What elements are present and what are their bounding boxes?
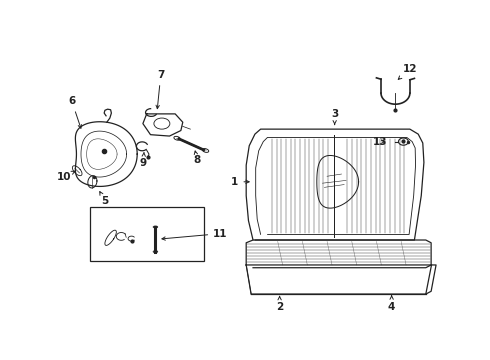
Text: 1: 1: [231, 177, 249, 187]
Text: 6: 6: [68, 96, 81, 128]
Text: 9: 9: [140, 152, 147, 168]
Text: 7: 7: [156, 70, 165, 109]
Text: 4: 4: [388, 296, 395, 312]
Text: 5: 5: [100, 192, 109, 206]
Bar: [90, 207, 204, 261]
Text: 11: 11: [162, 229, 228, 240]
Ellipse shape: [153, 251, 158, 253]
Ellipse shape: [153, 226, 158, 228]
Text: 8: 8: [194, 151, 201, 165]
Text: 3: 3: [331, 109, 338, 125]
Text: 10: 10: [57, 171, 75, 182]
Text: 12: 12: [398, 64, 417, 80]
Text: 2: 2: [276, 296, 283, 312]
Text: 13: 13: [373, 136, 388, 147]
